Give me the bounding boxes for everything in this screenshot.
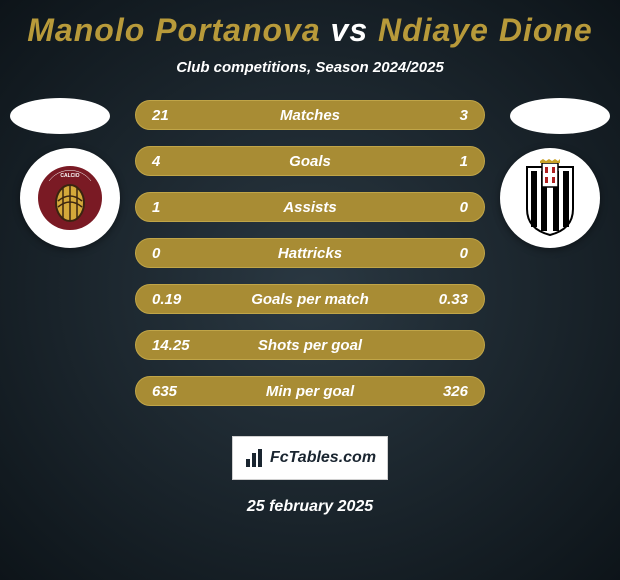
bars-icon [244,447,266,469]
stat-value-right: 0.33 [408,291,468,308]
stat-value-right: 3 [408,107,468,124]
club-badge-left: CALCIO [20,148,120,248]
date-text: 25 february 2025 [0,498,620,516]
player2-name: Ndiaye Dione [378,12,593,48]
stat-value-left: 21 [152,107,212,124]
stat-label: Assists [212,199,408,216]
stat-label: Goals per match [212,291,408,308]
stat-row: 635Min per goal326 [135,376,485,406]
svg-text:CALCIO: CALCIO [60,173,79,179]
vs-text: vs [331,12,369,48]
comparison-area: CALCIO 21Matches34Goals11Assists00Hattri… [0,100,620,420]
stat-label: Hattricks [212,245,408,262]
stat-value-left: 0.19 [152,291,212,308]
stat-label: Goals [212,153,408,170]
ascoli-crest-icon [515,159,585,237]
comparison-title: Manolo Portanova vs Ndiaye Dione [0,0,620,49]
player2-oval [510,98,610,134]
stat-value-right: 1 [408,153,468,170]
stat-value-left: 4 [152,153,212,170]
player1-name: Manolo Portanova [27,12,320,48]
stat-row: 21Matches3 [135,100,485,130]
stat-label: Matches [212,107,408,124]
stat-rows: 21Matches34Goals11Assists00Hattricks00.1… [135,100,485,422]
stat-value-right: 326 [408,383,468,400]
subtitle: Club competitions, Season 2024/2025 [0,59,620,76]
stat-row: 0Hattricks0 [135,238,485,268]
stat-value-left: 635 [152,383,212,400]
stat-label: Min per goal [212,383,408,400]
club-badge-right [500,148,600,248]
fctables-text: FcTables.com [270,449,376,467]
stat-label: Shots per goal [212,337,408,354]
stat-row: 1Assists0 [135,192,485,222]
reggiana-crest-icon: CALCIO [35,163,105,233]
stat-value-left: 1 [152,199,212,216]
stat-value-right: 0 [408,245,468,262]
player1-oval [10,98,110,134]
stat-row: 14.25Shots per goal [135,330,485,360]
stat-row: 4Goals1 [135,146,485,176]
stat-row: 0.19Goals per match0.33 [135,284,485,314]
fctables-logo[interactable]: FcTables.com [232,436,388,480]
stat-value-right: 0 [408,199,468,216]
stat-value-left: 0 [152,245,212,262]
stat-value-left: 14.25 [152,337,212,354]
